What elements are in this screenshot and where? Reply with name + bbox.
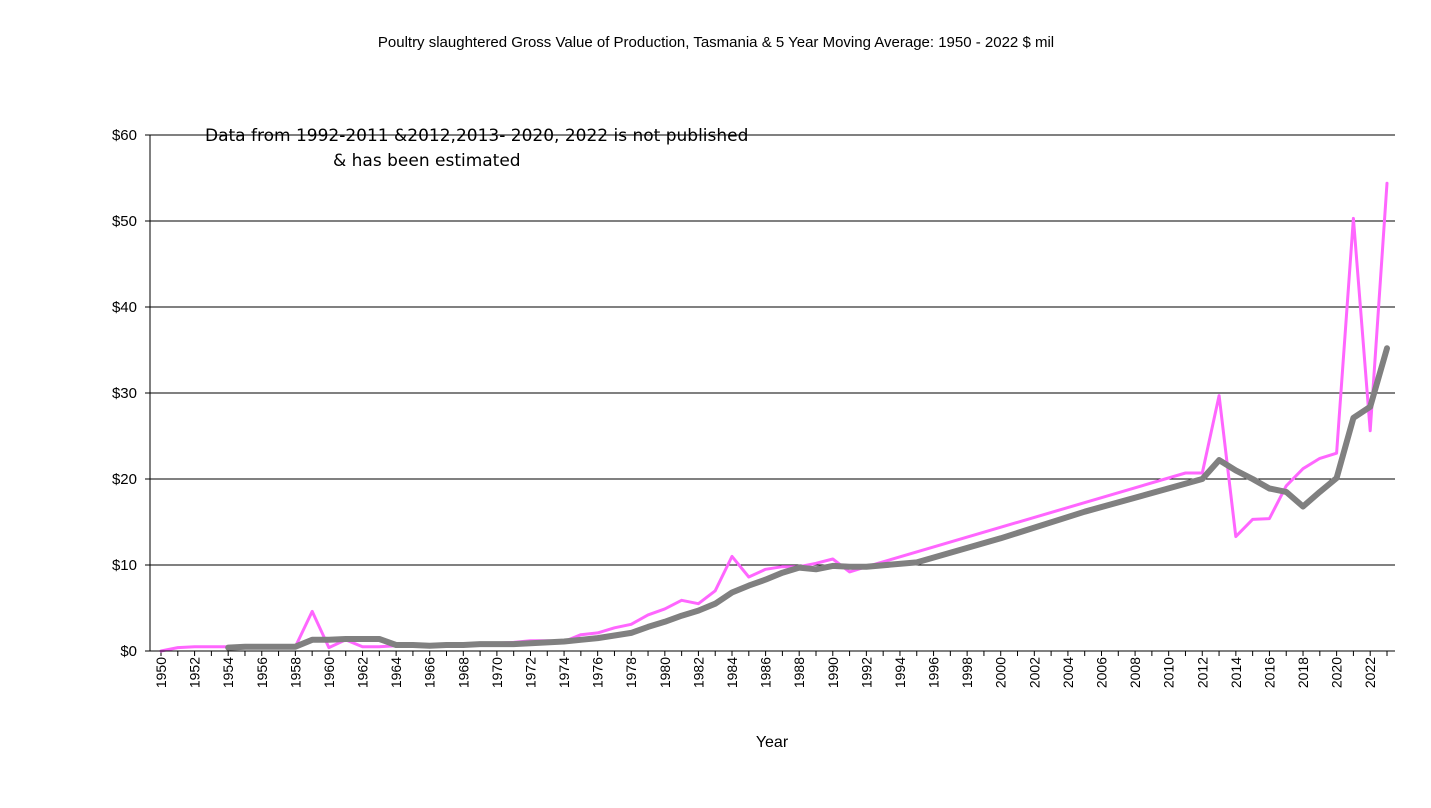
x-tick-label: 2002 (1026, 657, 1042, 688)
x-tick-label: 2004 (1060, 657, 1076, 688)
series-line-1 (159, 181, 1389, 653)
chart-title: Poultry slaughtered Gross Value of Produ… (378, 34, 1054, 51)
x-tick-label: 1956 (254, 657, 270, 688)
x-tick-label: 1990 (825, 657, 841, 688)
x-tick-label: 1996 (926, 657, 942, 688)
x-tick-label: 1984 (724, 657, 740, 688)
x-tick-label: 1978 (623, 657, 639, 688)
y-tick-label: $50 (112, 213, 137, 230)
x-tick-label: 2018 (1295, 657, 1311, 688)
y-axis-ticks: $0 $10 $20 $30 $40 $50 $60 (112, 127, 150, 660)
x-tick-label: 1986 (758, 657, 774, 688)
x-tick-label: 1958 (287, 657, 303, 688)
x-tick-label: 1976 (590, 657, 606, 688)
series-lines (159, 181, 1390, 653)
x-tick-label: 1994 (892, 657, 908, 688)
y-tick-label: $0 (120, 643, 137, 660)
x-tick-label: 2020 (1329, 657, 1345, 688)
x-tick-label: 1980 (657, 657, 673, 688)
x-tick-label: 1992 (858, 657, 874, 688)
x-tick-label: 1998 (959, 657, 975, 688)
x-tick-label: 1960 (321, 657, 337, 688)
x-tick-label: 1982 (690, 657, 706, 688)
x-tick-label: 1988 (791, 657, 807, 688)
x-tick-label: 2000 (993, 657, 1009, 688)
x-tick-label: 2022 (1362, 657, 1378, 688)
x-tick-label: 2016 (1261, 657, 1277, 688)
x-tick-label: 2008 (1127, 657, 1143, 688)
x-tick-label: 2010 (1161, 657, 1177, 688)
x-tick-label: 1954 (220, 657, 236, 688)
x-tick-label: 1962 (355, 657, 371, 688)
x-tick-label: 1966 (422, 657, 438, 688)
x-axis-ticks: 1950 1952 1954 1956 1958 1960 1962 1964 1966 1968… (153, 651, 1388, 688)
x-tick-label: 1952 (187, 657, 203, 688)
x-tick-label: 2012 (1194, 657, 1210, 688)
y-tick-label: $20 (112, 471, 137, 488)
y-tick-label: $60 (112, 127, 137, 144)
x-tick-label: 2014 (1228, 657, 1244, 688)
x-tick-label: 1970 (489, 657, 505, 688)
y-tick-label: $30 (112, 385, 137, 402)
x-tick-label: 1968 (455, 657, 471, 688)
x-tick-label: 1974 (556, 657, 572, 688)
x-tick-label: 1964 (388, 657, 404, 688)
x-tick-label: 1972 (522, 657, 538, 688)
y-tick-label: $10 (112, 557, 137, 574)
x-tick-label: 2006 (1093, 657, 1109, 688)
x-tick-label: 1950 (153, 657, 169, 688)
annotation-line-2: & has been estimated (333, 151, 521, 171)
annotation-line-1: Data from 1992-2011 &2012,2013- 2020, 20… (205, 126, 748, 146)
series-line-2 (225, 345, 1390, 651)
y-tick-label: $40 (112, 299, 137, 316)
gridlines (150, 134, 1395, 566)
x-axis-label: Year (756, 734, 789, 751)
